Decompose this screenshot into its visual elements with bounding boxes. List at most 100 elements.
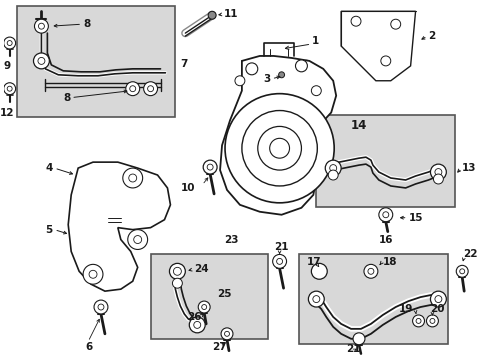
Bar [299, 255, 448, 344]
Circle shape [7, 86, 12, 91]
Circle shape [246, 63, 258, 75]
Text: 24: 24 [194, 264, 209, 274]
Circle shape [94, 300, 108, 314]
Circle shape [33, 53, 49, 69]
Circle shape [130, 86, 136, 92]
Circle shape [328, 170, 338, 180]
Circle shape [430, 291, 446, 307]
Circle shape [272, 255, 287, 268]
Text: 23: 23 [224, 235, 239, 244]
Circle shape [330, 165, 337, 172]
Circle shape [351, 16, 361, 26]
Circle shape [170, 264, 185, 279]
Circle shape [242, 111, 318, 186]
Circle shape [364, 264, 378, 278]
Circle shape [198, 301, 210, 313]
Circle shape [325, 160, 341, 176]
Text: 8: 8 [83, 19, 90, 29]
Text: 27: 27 [212, 342, 227, 352]
Circle shape [456, 265, 468, 277]
Circle shape [430, 319, 435, 323]
Text: 13: 13 [462, 163, 477, 173]
Circle shape [4, 83, 16, 95]
Circle shape [311, 264, 327, 279]
Text: 3: 3 [264, 74, 271, 84]
Text: 6: 6 [85, 342, 92, 352]
Ellipse shape [361, 25, 391, 63]
Circle shape [235, 76, 245, 86]
Circle shape [379, 208, 393, 222]
Circle shape [4, 37, 16, 49]
Text: 10: 10 [181, 183, 195, 193]
Text: 15: 15 [409, 213, 423, 223]
Text: 16: 16 [379, 235, 393, 244]
Circle shape [189, 317, 205, 333]
Circle shape [208, 11, 216, 19]
Circle shape [391, 19, 401, 29]
Circle shape [270, 138, 290, 158]
Circle shape [413, 315, 424, 327]
Text: 19: 19 [399, 304, 414, 314]
Circle shape [202, 305, 207, 310]
Circle shape [279, 72, 285, 78]
Circle shape [129, 174, 137, 182]
Circle shape [98, 304, 104, 310]
Polygon shape [68, 162, 171, 291]
Text: 2: 2 [428, 31, 436, 41]
Text: 21: 21 [273, 243, 288, 252]
Text: 14: 14 [351, 119, 367, 132]
Circle shape [435, 168, 442, 176]
Circle shape [126, 82, 140, 96]
Text: 7: 7 [180, 59, 188, 69]
Circle shape [353, 333, 365, 345]
Circle shape [147, 86, 153, 92]
Text: 12: 12 [0, 108, 14, 117]
Bar [150, 255, 268, 339]
Circle shape [426, 315, 439, 327]
Circle shape [416, 319, 421, 323]
Circle shape [38, 23, 45, 29]
Text: 4: 4 [46, 163, 53, 173]
Bar [317, 116, 455, 207]
Text: 22: 22 [463, 249, 478, 260]
Text: 20: 20 [430, 304, 445, 314]
Circle shape [313, 296, 320, 302]
Circle shape [368, 268, 374, 274]
Circle shape [311, 86, 321, 96]
Bar [17, 6, 175, 117]
Circle shape [435, 296, 442, 302]
Circle shape [381, 56, 391, 66]
Circle shape [308, 291, 324, 307]
Text: 18: 18 [383, 257, 397, 267]
Circle shape [277, 258, 283, 264]
Circle shape [207, 164, 213, 170]
Circle shape [203, 160, 217, 174]
Circle shape [83, 264, 103, 284]
Circle shape [38, 58, 45, 64]
Circle shape [172, 278, 182, 288]
Text: 26: 26 [187, 312, 202, 322]
Circle shape [123, 168, 143, 188]
Text: 9: 9 [3, 61, 10, 71]
Circle shape [128, 230, 147, 249]
Circle shape [258, 126, 301, 170]
Circle shape [434, 174, 443, 184]
Circle shape [224, 331, 229, 336]
Circle shape [430, 164, 446, 180]
Circle shape [460, 269, 465, 274]
Circle shape [173, 267, 181, 275]
Text: 5: 5 [46, 225, 52, 235]
Text: 25: 25 [217, 289, 232, 299]
Text: 11: 11 [224, 9, 239, 19]
Circle shape [134, 235, 142, 243]
Circle shape [383, 212, 389, 218]
Polygon shape [341, 11, 416, 81]
Circle shape [225, 94, 334, 203]
Circle shape [221, 328, 233, 340]
Circle shape [34, 19, 49, 33]
Text: 8: 8 [63, 93, 71, 103]
Text: 21: 21 [346, 344, 361, 354]
Text: 17: 17 [306, 257, 321, 267]
Text: 1: 1 [311, 36, 318, 46]
Circle shape [7, 41, 12, 45]
